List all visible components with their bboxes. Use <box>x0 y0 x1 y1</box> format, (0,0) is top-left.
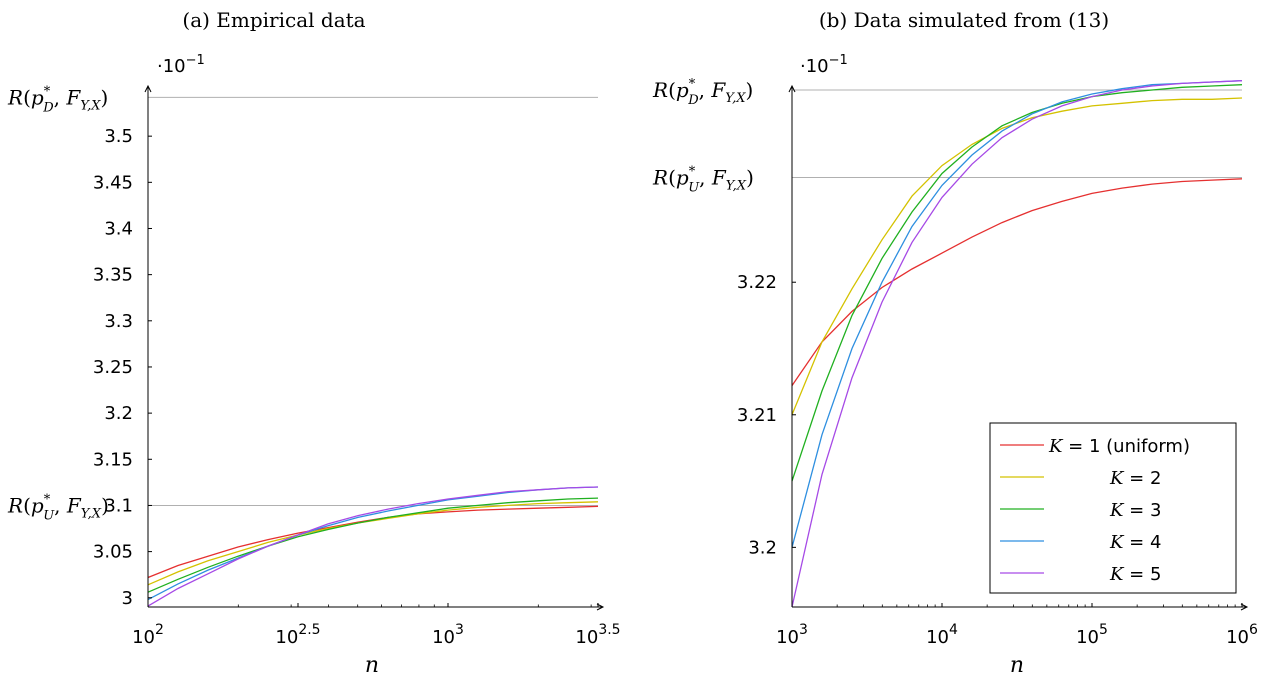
y-tick-label: 3.2 <box>748 537 777 558</box>
x-tick-label: 103 <box>776 622 808 648</box>
y-tick-label: 3.2 <box>104 403 133 424</box>
panel-b-x-axis-label: n <box>1010 653 1024 678</box>
x-tick-label: 102 <box>132 622 164 648</box>
legend-box <box>989 422 1237 594</box>
y-tick-label: 3.22 <box>737 272 777 293</box>
reference-line-label: R(p* D, FY,X) <box>652 77 753 108</box>
x-tick-label: 105 <box>1076 622 1108 648</box>
x-tick-label: 103 <box>432 622 464 648</box>
x-tick-label: 106 <box>1226 622 1258 648</box>
legend-label: K = 4 <box>1109 532 1161 553</box>
series-line <box>147 486 599 607</box>
legend: K = 1 (uniform) K = 2 K = 3 K = 4 K = 5 <box>989 422 1237 594</box>
panel-b-y-multiplier: ·10−1 <box>800 53 848 77</box>
x-axis-arrow <box>1240 603 1249 611</box>
y-axis-arrow <box>788 84 796 93</box>
y-tick-label: 3.45 <box>93 172 133 193</box>
y-tick-label: 3.21 <box>737 405 777 426</box>
y-tick-label: 3 <box>122 588 133 609</box>
panel-a-y-multiplier: ·10−1 <box>157 53 205 77</box>
y-tick-label: 3.15 <box>93 449 133 470</box>
y-tick-label: 3.1 <box>104 495 133 516</box>
panel-b-title: (b) Data simulated from (13) <box>819 8 1109 32</box>
series-line <box>791 97 1243 416</box>
reference-line-label: R(p* U, FY,X) <box>652 164 754 195</box>
legend-label: K = 5 <box>1109 564 1161 585</box>
reference-line-label: R(p* D, FY,X) <box>7 84 108 115</box>
x-axis-arrow <box>596 603 605 611</box>
panel-b: (b) Data simulated from (13) 3.2 3.21 3.22… <box>652 8 1258 678</box>
series-line <box>147 497 599 593</box>
y-axis-arrow <box>144 84 152 93</box>
panel-a-x-axis-label: n <box>365 653 379 678</box>
reference-line-label: R(p* U, FY,X) <box>7 492 109 523</box>
legend-label: K = 2 <box>1109 468 1161 489</box>
panel-a-title: (a) Empirical data <box>182 8 365 32</box>
legend-label: K = 3 <box>1109 500 1161 521</box>
y-tick-label: 3.25 <box>93 357 133 378</box>
x-tick-label: 102.5 <box>275 622 320 648</box>
y-tick-label: 3.05 <box>93 542 133 563</box>
panel-a: (a) Empirical data 3 3.05 3.1 3.15 3.2 3.25 3.… <box>7 8 621 678</box>
series-line <box>791 80 1243 608</box>
legend-label: K = 1 (uniform) <box>1048 436 1190 457</box>
y-tick-label: 3.3 <box>104 311 133 332</box>
x-tick-label: 103.5 <box>575 622 620 648</box>
y-tick-label: 3.35 <box>93 265 133 286</box>
x-tick-label: 104 <box>926 622 958 648</box>
y-tick-label: 3.4 <box>104 218 133 239</box>
y-tick-label: 3.5 <box>104 126 133 147</box>
series-line <box>791 84 1243 482</box>
series-line <box>791 178 1243 386</box>
